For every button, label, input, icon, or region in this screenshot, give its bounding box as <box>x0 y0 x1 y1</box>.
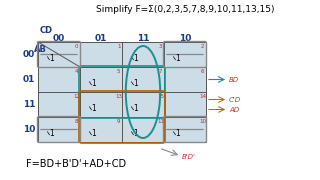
Text: CD: CD <box>40 26 53 35</box>
Text: 00: 00 <box>53 33 65 42</box>
Text: 5: 5 <box>117 69 120 74</box>
Text: 2: 2 <box>201 44 204 49</box>
Text: 1: 1 <box>133 54 138 63</box>
Text: 1: 1 <box>117 44 120 49</box>
Text: 6: 6 <box>201 69 204 74</box>
Text: 7: 7 <box>159 69 162 74</box>
Text: AB: AB <box>34 44 47 53</box>
Text: 1: 1 <box>91 129 96 138</box>
Text: 1: 1 <box>175 129 180 138</box>
Text: 8: 8 <box>75 119 78 124</box>
Text: 10: 10 <box>179 33 191 42</box>
Text: Simplify F=Σ(0,2,3,5,7,8,9,10,11,13,15): Simplify F=Σ(0,2,3,5,7,8,9,10,11,13,15) <box>96 4 274 14</box>
Text: 3: 3 <box>159 44 162 49</box>
Text: 12: 12 <box>73 94 80 99</box>
Text: 14: 14 <box>199 94 206 99</box>
Text: 1: 1 <box>133 104 138 113</box>
Text: 1: 1 <box>49 54 54 63</box>
Text: 1: 1 <box>91 104 96 113</box>
Text: 1: 1 <box>133 129 138 138</box>
Text: BD: BD <box>229 76 239 82</box>
Text: 11: 11 <box>23 100 35 109</box>
Text: 0: 0 <box>75 44 78 49</box>
Text: 10: 10 <box>23 125 35 134</box>
Text: 11: 11 <box>137 33 149 42</box>
Text: 11: 11 <box>157 119 164 124</box>
Text: 1: 1 <box>49 129 54 138</box>
Text: 01: 01 <box>95 33 107 42</box>
Text: 00: 00 <box>23 50 35 59</box>
Text: 1: 1 <box>133 79 138 88</box>
Text: 1: 1 <box>175 54 180 63</box>
Text: 13: 13 <box>115 94 122 99</box>
Text: B'D': B'D' <box>182 154 196 160</box>
Text: F=BD+B'D'+AD+CD: F=BD+B'D'+AD+CD <box>26 159 126 169</box>
Bar <box>38 42 206 142</box>
Text: 4: 4 <box>75 69 78 74</box>
Text: 01: 01 <box>23 75 35 84</box>
Text: 9: 9 <box>117 119 120 124</box>
Text: 10: 10 <box>199 119 206 124</box>
Text: C'D: C'D <box>229 96 241 102</box>
Text: 15: 15 <box>157 94 164 99</box>
Text: AD: AD <box>229 107 239 112</box>
Text: 1: 1 <box>91 79 96 88</box>
